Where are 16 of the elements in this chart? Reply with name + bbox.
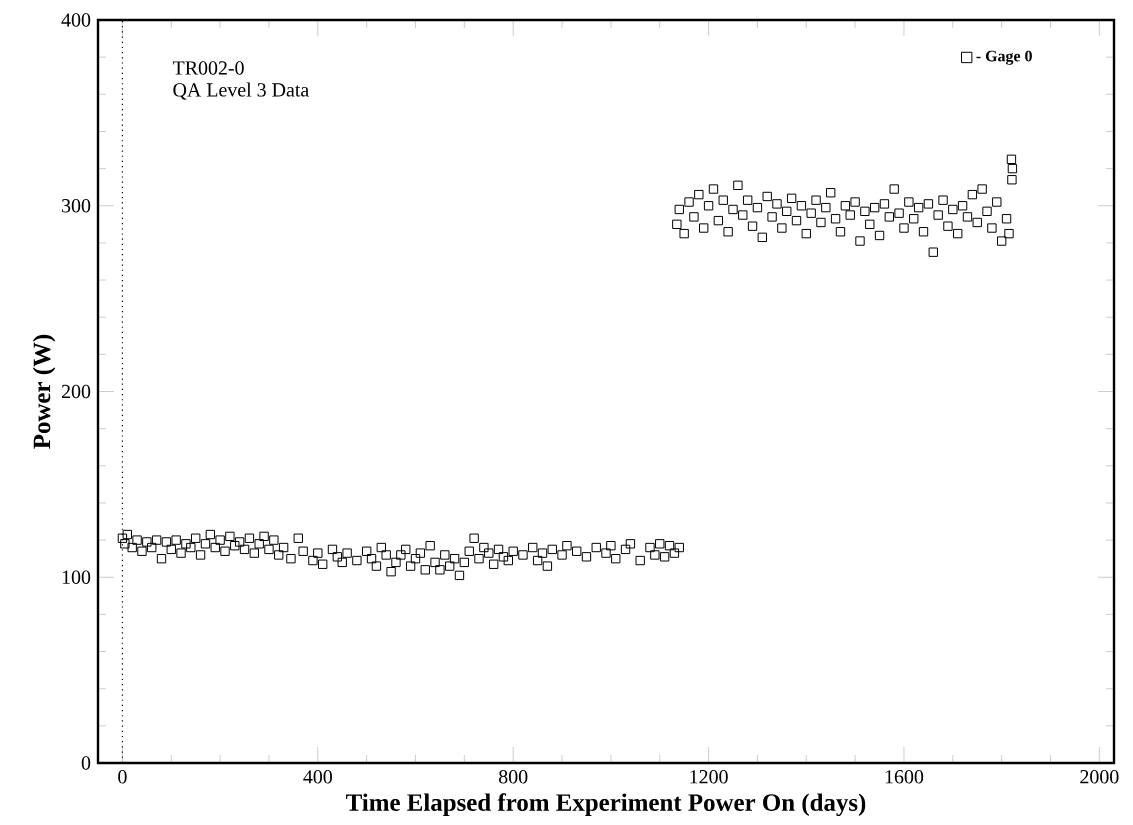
y-axis-title: Power (W) xyxy=(32,334,56,449)
annotation: TR002-0 xyxy=(172,61,244,75)
x-tick-label: 0 xyxy=(118,770,127,784)
y-tick-label: 0 xyxy=(81,756,91,770)
x-tick-label: 2000 xyxy=(1080,770,1119,784)
x-tick-label: 800 xyxy=(499,770,528,784)
y-tick-label: 100 xyxy=(62,570,91,584)
y-tick-label: 300 xyxy=(62,199,91,213)
x-tick-label: 400 xyxy=(303,770,333,784)
x-axis-title: Time Elapsed from Experiment Power On (days) xyxy=(346,793,866,817)
y-tick-label: 200 xyxy=(61,384,91,399)
x-tick-label: 1600 xyxy=(885,770,924,784)
annotation: QA Level 3 Data xyxy=(173,82,309,100)
y-tick-label: 400 xyxy=(61,13,91,27)
legend-label: - Gage 0 xyxy=(976,50,1032,65)
x-tick-label: 1200 xyxy=(690,770,728,784)
